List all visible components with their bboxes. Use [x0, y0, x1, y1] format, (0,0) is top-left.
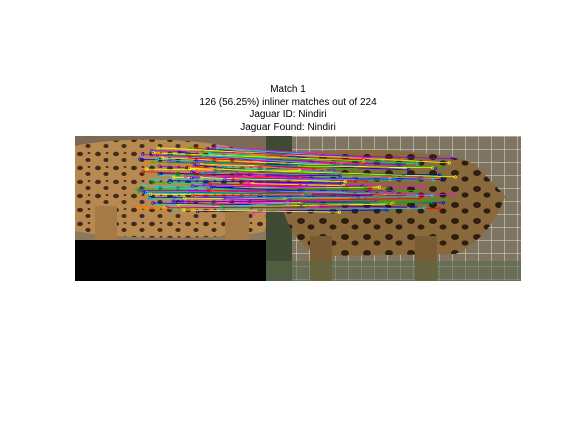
title-line-inliers: 126 (56.25%) inliner matches out of 224 [0, 97, 576, 110]
figure-title: Match 1 126 (56.25%) inliner matches out… [0, 84, 576, 134]
match-figure-svg [75, 136, 521, 281]
match-figure [75, 136, 521, 281]
title-line-jaguar-id: Jaguar ID: Nindiri [0, 109, 576, 122]
title-line-jaguar-found: Jaguar Found: Nindiri [0, 122, 576, 135]
title-line-match: Match 1 [0, 84, 576, 97]
black-padding [75, 240, 266, 281]
